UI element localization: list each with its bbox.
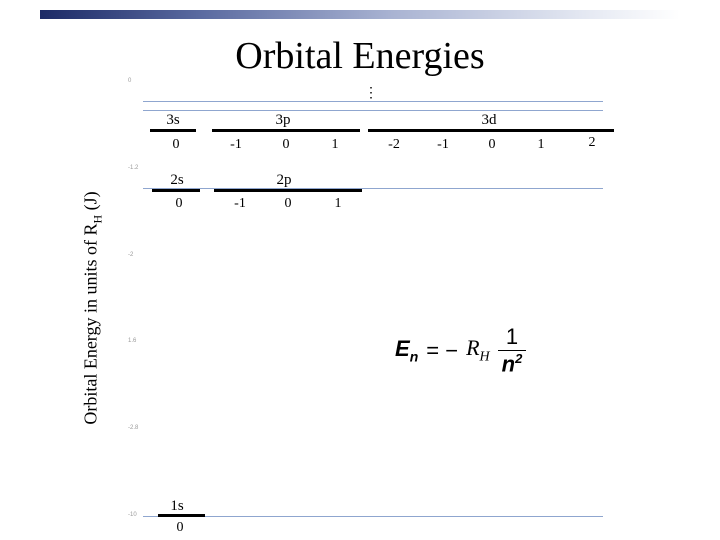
ml-3p-m1: -1 bbox=[230, 137, 242, 152]
ml-3p-1: 1 bbox=[331, 137, 339, 152]
tick-label: -2 bbox=[128, 252, 134, 258]
level-1s bbox=[158, 514, 205, 517]
formula-numerator: 1 bbox=[505, 324, 519, 349]
formula-rydberg-constant: RH bbox=[466, 335, 490, 365]
formula-fraction: 1 n2 bbox=[497, 324, 527, 377]
level-3p bbox=[212, 129, 360, 132]
orbital-label-3d: 3d bbox=[481, 112, 497, 128]
y-axis-label: Orbital Energy in units of RH (J) bbox=[81, 191, 106, 424]
orbital-label-3p: 3p bbox=[275, 112, 291, 128]
ml-3s-0: 0 bbox=[172, 137, 180, 152]
ml-2s-0: 0 bbox=[175, 196, 183, 211]
title-bar-decoration bbox=[40, 10, 680, 19]
ml-1s-0: 0 bbox=[176, 520, 184, 535]
formula-denominator: n2 bbox=[497, 350, 527, 377]
orbital-label-2s: 2s bbox=[170, 172, 184, 188]
level-3s bbox=[150, 129, 196, 132]
ml-3d-1: 1 bbox=[537, 137, 545, 152]
reference-line bbox=[143, 516, 603, 517]
ml-3d-2: 2 bbox=[588, 135, 596, 150]
tick-label: -2.8 bbox=[128, 425, 139, 431]
tick-label: 1.6 bbox=[128, 338, 137, 344]
orbital-label-1s: 1s bbox=[170, 498, 184, 514]
orbital-label-2p: 2p bbox=[276, 172, 292, 188]
level-3d bbox=[368, 129, 614, 132]
slide-title: Orbital Energies bbox=[235, 35, 485, 77]
ml-2p-1: 1 bbox=[334, 196, 342, 211]
tick-label: 0 bbox=[128, 78, 132, 84]
tick-label: -10 bbox=[128, 512, 137, 518]
ml-3p-0: 0 bbox=[282, 137, 290, 152]
energy-formula: En = − RH 1 n2 bbox=[395, 324, 527, 377]
reference-line bbox=[143, 188, 603, 189]
formula-equals-minus: = − bbox=[426, 337, 459, 363]
ml-3d-m2: -2 bbox=[388, 137, 400, 152]
orbital-label-3s: 3s bbox=[166, 112, 180, 128]
ml-2p-m1: -1 bbox=[234, 196, 246, 211]
formula-lhs: En bbox=[395, 336, 419, 365]
reference-line bbox=[143, 101, 603, 102]
y-axis-label-subscript: H bbox=[90, 214, 105, 224]
level-2p bbox=[214, 189, 362, 192]
ml-3d-0: 0 bbox=[488, 137, 496, 152]
continuation-dots: ⋮ bbox=[364, 86, 378, 101]
y-axis-label-unit: (J) bbox=[80, 191, 101, 215]
y-axis-label-main: Orbital Energy in units of R bbox=[80, 223, 101, 425]
tick-label: -1.2 bbox=[128, 165, 139, 171]
level-2s bbox=[152, 189, 200, 192]
reference-line bbox=[143, 110, 603, 111]
ml-3d-m1: -1 bbox=[437, 137, 449, 152]
ml-2p-0: 0 bbox=[284, 196, 292, 211]
